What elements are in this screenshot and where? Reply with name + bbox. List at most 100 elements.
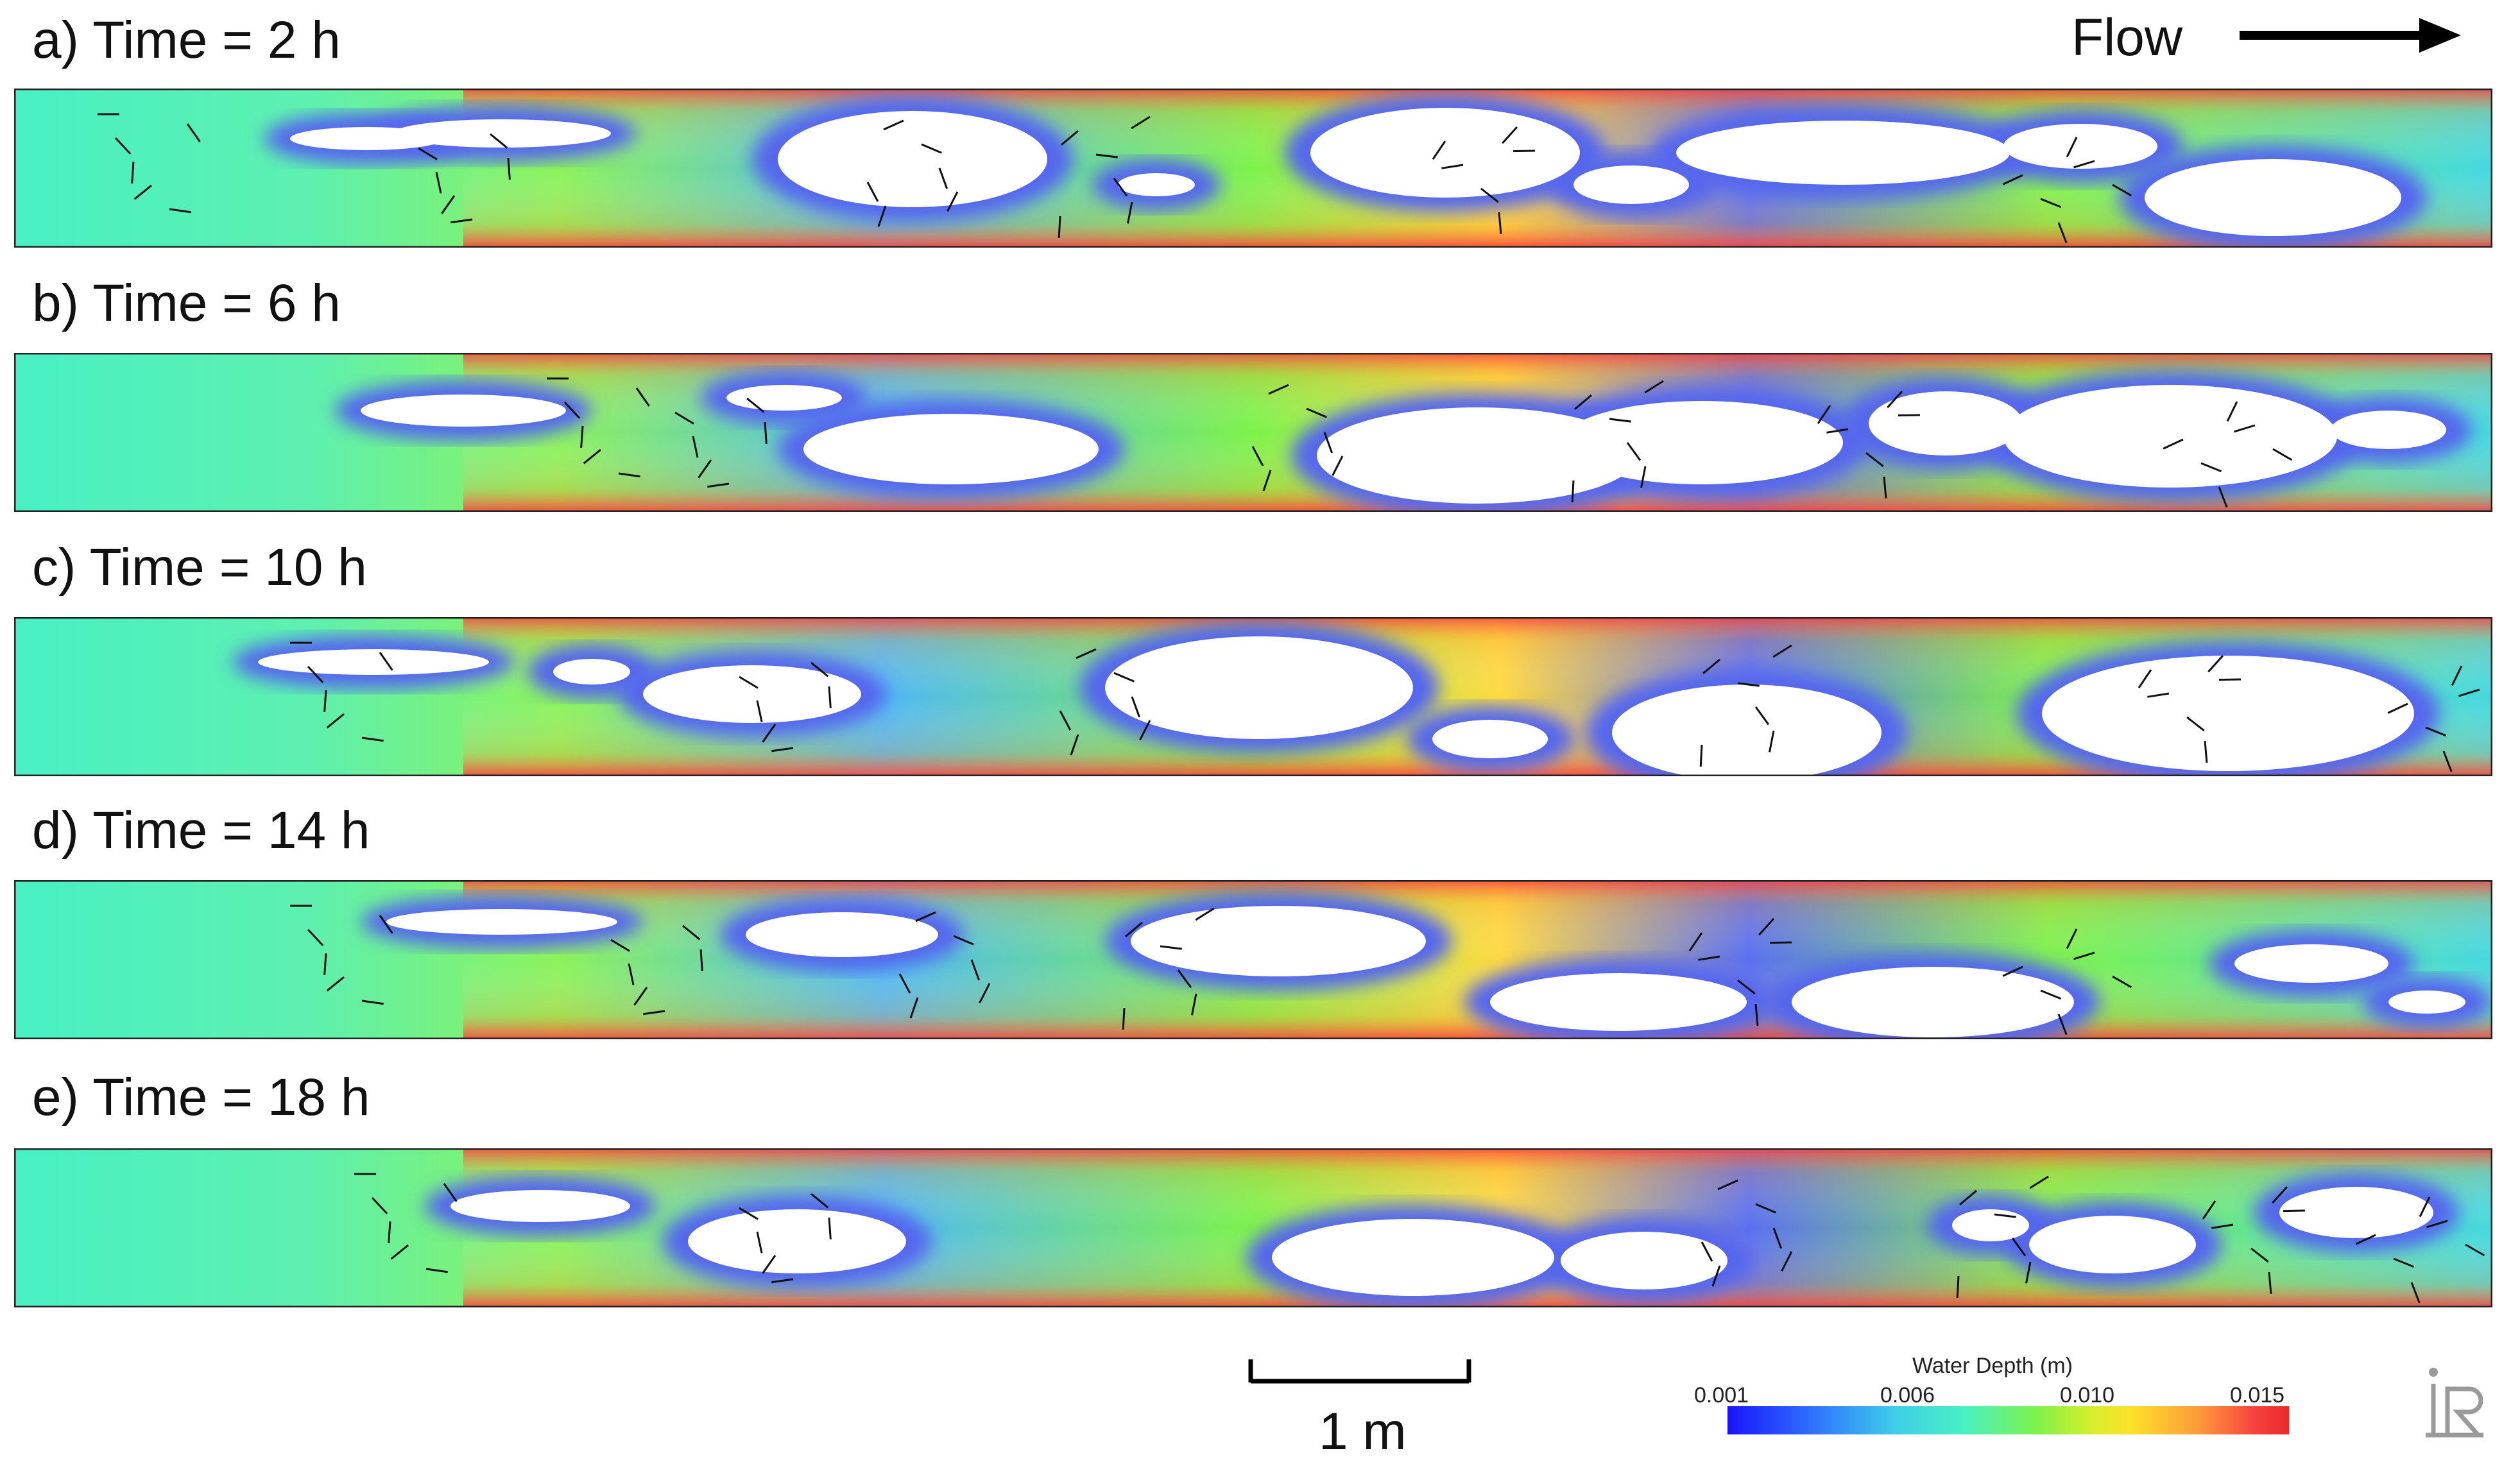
driftwood-piece [1737, 979, 1756, 995]
driftwood-piece [771, 747, 794, 753]
driftwood-piece [1076, 648, 1097, 659]
driftwood-piece [1640, 466, 1647, 488]
driftwood-piece [379, 915, 393, 934]
driftwood-piece [1754, 706, 1770, 726]
driftwood-piece [1195, 907, 1215, 921]
dry-bar [2234, 944, 2388, 983]
driftwood-piece [1699, 744, 1703, 767]
driftwood-piece [762, 724, 776, 743]
dry-bar [1490, 973, 1747, 1031]
driftwood-piece [2268, 1271, 2272, 1295]
driftwood-piece [1688, 932, 1703, 952]
depth-map-panel-a [14, 89, 2492, 248]
driftwood-piece [1956, 1275, 1960, 1298]
driftwood-piece [921, 143, 942, 154]
driftwood-piece [1268, 384, 1289, 395]
driftwood-piece [1306, 407, 1327, 418]
driftwood-piece [746, 397, 765, 413]
depth-map-svg [14, 880, 2492, 1039]
driftwood-piece [580, 425, 584, 448]
dry-bar [1272, 1219, 1554, 1296]
driftwood-piece [418, 147, 438, 160]
driftwood-piece [682, 924, 701, 940]
driftwood-piece [810, 661, 829, 677]
dry-bar [1131, 906, 1426, 976]
panel-frame [14, 617, 2492, 776]
depth-map-panel-c [14, 617, 2492, 776]
driftwood-piece [361, 999, 384, 1005]
driftwood-piece [707, 482, 730, 488]
driftwood-piece [756, 1231, 763, 1254]
driftwood-piece [866, 182, 879, 202]
driftwood-piece [2207, 654, 2224, 673]
dry-bar [2042, 656, 2414, 771]
driftwood-piece [2272, 1186, 2288, 1204]
driftwood-piece [756, 700, 763, 722]
driftwood-piece [1113, 672, 1135, 683]
dry-bar [1952, 1209, 2029, 1241]
driftwood-piece [610, 939, 630, 952]
dry-bar [290, 127, 444, 150]
legend-tick-3: 0.015 [2230, 1383, 2285, 1407]
dry-bar [1573, 166, 1689, 204]
driftwood-piece [698, 459, 712, 479]
driftwood-piece [2147, 692, 2170, 698]
driftwood-piece [2029, 1175, 2049, 1189]
depth-map-panel-e [14, 1148, 2492, 1307]
dry-bar [1561, 401, 1843, 484]
dry-bar [2003, 385, 2337, 488]
driftwood-piece [1702, 658, 1720, 675]
driftwood-piece [1095, 153, 1118, 158]
depth-map-svg [14, 353, 2492, 512]
driftwood-piece [1959, 1189, 1977, 1206]
driftwood-piece [2393, 1257, 2415, 1268]
driftwood-piece [2218, 678, 2241, 681]
dry-bar [1561, 1232, 1727, 1289]
driftwood-piece [762, 1255, 776, 1274]
driftwood-piece [1441, 164, 1464, 169]
driftwood-piece [507, 157, 511, 180]
driftwood-piece [2451, 665, 2463, 686]
dry-bar [2388, 991, 2465, 1014]
driftwood-piece [635, 387, 650, 407]
driftwood-piece [2218, 486, 2228, 508]
driftwood-piece [1769, 941, 1792, 944]
driftwood-piece [1755, 1203, 1776, 1214]
driftwood-piece [1127, 201, 1133, 224]
driftwood-piece [1059, 710, 1072, 731]
driftwood-piece [1070, 734, 1079, 756]
driftwood-piece [979, 983, 991, 1003]
driftwood-piece [2465, 1243, 2485, 1257]
dry-bar [688, 1209, 906, 1273]
driftwood-piece [2057, 1014, 2068, 1035]
driftwood-piece [739, 676, 759, 689]
driftwood-piece [1754, 1003, 1759, 1026]
driftwood-piece [739, 1207, 759, 1220]
driftwood-piece [2234, 424, 2256, 433]
water-depth-legend: Water Depth (m) 0.001 0.006 0.010 0.015 [1694, 1354, 2297, 1443]
driftwood-piece [764, 421, 767, 445]
driftwood-piece [1717, 1179, 1738, 1191]
scale-label: 1 m [1319, 1402, 1407, 1461]
driftwood-piece [326, 713, 345, 729]
driftwood-piece [1781, 1251, 1793, 1271]
driftwood-piece [1124, 921, 1143, 938]
driftwood-piece [2066, 137, 2078, 158]
driftwood-piece [490, 133, 508, 149]
dry-bar [1676, 121, 2010, 185]
dry-bar [1105, 636, 1413, 739]
driftwood-piece [1644, 380, 1664, 394]
driftwood-piece [2202, 1200, 2216, 1220]
driftwood-piece [1332, 455, 1344, 476]
driftwood-piece [361, 736, 384, 742]
driftwood-piece [435, 171, 442, 194]
dry-bar [553, 659, 630, 684]
panel-title-a: a) Time = 2 h [32, 11, 341, 69]
driftwood-piece [1131, 115, 1151, 130]
driftwood-piece [425, 1268, 448, 1273]
driftwood-piece [2426, 1220, 2448, 1229]
driftwood-piece [1865, 452, 1884, 468]
driftwood-piece [1772, 644, 1792, 658]
driftwood-piece [443, 1183, 458, 1202]
scale-bar [1248, 1359, 1471, 1384]
